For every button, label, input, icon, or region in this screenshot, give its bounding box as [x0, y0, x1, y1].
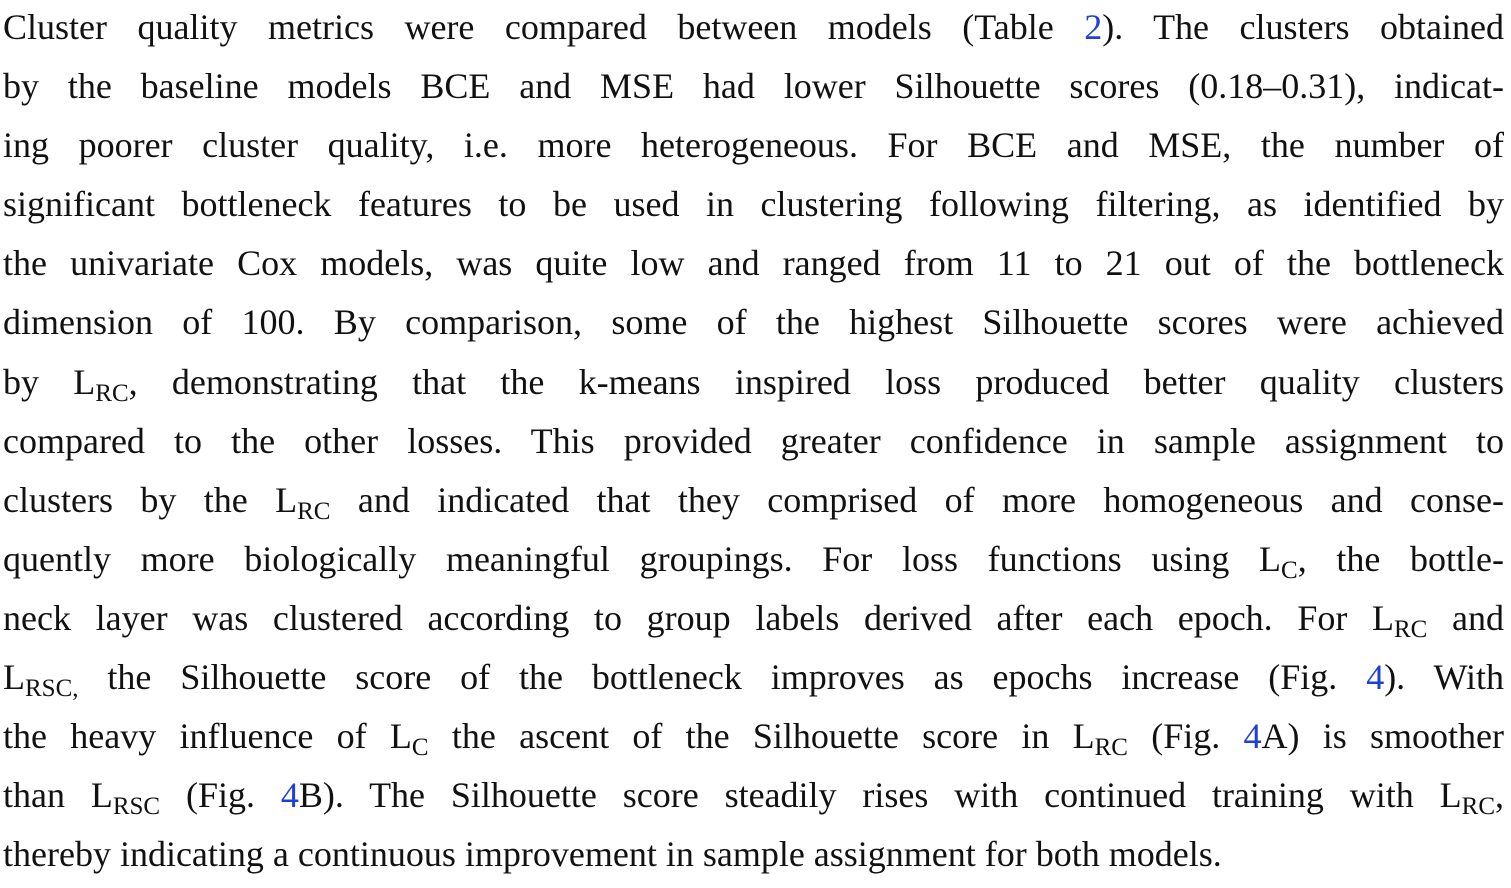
text-run: by the baseline models BCE and MSE had l…	[3, 66, 1504, 107]
text-run: ing poorer cluster quality, i.e. more he…	[3, 125, 1504, 166]
text-run: thereby indicating a continuous improvem…	[3, 834, 1222, 875]
text-run: clusters by the L	[3, 479, 298, 520]
text-run: , the bottle-	[1297, 538, 1504, 579]
subscript: RC	[1461, 793, 1495, 821]
paragraph-line: quently more biologically meaningful gro…	[3, 534, 1504, 593]
text-run: the Silhouette score of the bottleneck i…	[78, 657, 1367, 698]
text-run: , demonstrating that the k-means inspire…	[128, 361, 1504, 402]
subscript: RSC	[112, 793, 161, 821]
paragraph-line: ing poorer cluster quality, i.e. more he…	[3, 120, 1504, 179]
paragraph-line: by LRC, demonstrating that the k-means i…	[3, 357, 1504, 416]
text-run: A) is smoother	[1261, 716, 1504, 757]
text-run: dimension of 100. By comparison, some of…	[3, 302, 1504, 343]
subscript: RC	[1094, 734, 1128, 762]
text-run: significant bottleneck features to be us…	[3, 184, 1504, 225]
paragraph-line: the univariate Cox models, was quite low…	[3, 238, 1504, 297]
paragraph-line: clusters by the LRC and indicated that t…	[3, 475, 1504, 534]
text-run: by L	[3, 361, 96, 402]
text-run: ). The clusters obtained	[1102, 7, 1504, 47]
paragraph-line: the heavy influence of LC the ascent of …	[3, 711, 1504, 770]
subscript: C	[411, 734, 429, 762]
text-run: ). With	[1384, 657, 1504, 698]
text-run: the ascent of the Silhouette score in L	[428, 716, 1095, 757]
reference-link[interactable]: 4	[280, 775, 299, 816]
subscript: RC	[95, 379, 129, 407]
text-run: L	[3, 657, 25, 698]
subscript: RC	[297, 497, 331, 525]
paragraph-line: neck layer was clustered according to gr…	[3, 593, 1504, 652]
reference-link[interactable]: 4	[1366, 657, 1385, 698]
subscript: RSC,	[25, 675, 79, 703]
subscript: C	[1281, 556, 1298, 584]
reference-link[interactable]: 4	[1243, 716, 1262, 757]
text-run: than L	[3, 775, 113, 816]
text-run: the univariate Cox models, was quite low…	[3, 243, 1504, 284]
text-run: and indicated that they comprised of mor…	[330, 479, 1504, 520]
text-run: compared to the other losses. This provi…	[3, 420, 1504, 461]
text-run: (Fig.	[1127, 716, 1244, 757]
paragraph-line: compared to the other losses. This provi…	[3, 416, 1504, 475]
paragraph-line: by the baseline models BCE and MSE had l…	[3, 61, 1504, 120]
paragraph-line: thereby indicating a continuous improvem…	[3, 829, 1504, 888]
text-run: B). The Silhouette score steadily rises …	[298, 775, 1462, 816]
reference-link[interactable]: 2	[1084, 7, 1103, 47]
text-run: neck layer was clustered according to gr…	[3, 597, 1394, 638]
body-paragraph: Cluster quality metrics were compared be…	[3, 2, 1504, 888]
text-run: the heavy influence of L	[3, 716, 412, 757]
paragraph-line: dimension of 100. By comparison, some of…	[3, 297, 1504, 356]
text-run: and	[1427, 597, 1504, 638]
paragraph-line: Cluster quality metrics were compared be…	[3, 2, 1504, 61]
text-run: quently more biologically meaningful gro…	[3, 538, 1281, 579]
subscript: RC	[1394, 615, 1428, 643]
paragraph-line: LRSC, the Silhouette score of the bottle…	[3, 652, 1504, 711]
text-run: ,	[1495, 775, 1504, 816]
paragraph-line: than LRSC (Fig. 4B). The Silhouette scor…	[3, 770, 1504, 829]
paragraph-line: significant bottleneck features to be us…	[3, 179, 1504, 238]
text-run: Cluster quality metrics were compared be…	[3, 7, 1085, 47]
text-run: (Fig.	[160, 775, 281, 816]
